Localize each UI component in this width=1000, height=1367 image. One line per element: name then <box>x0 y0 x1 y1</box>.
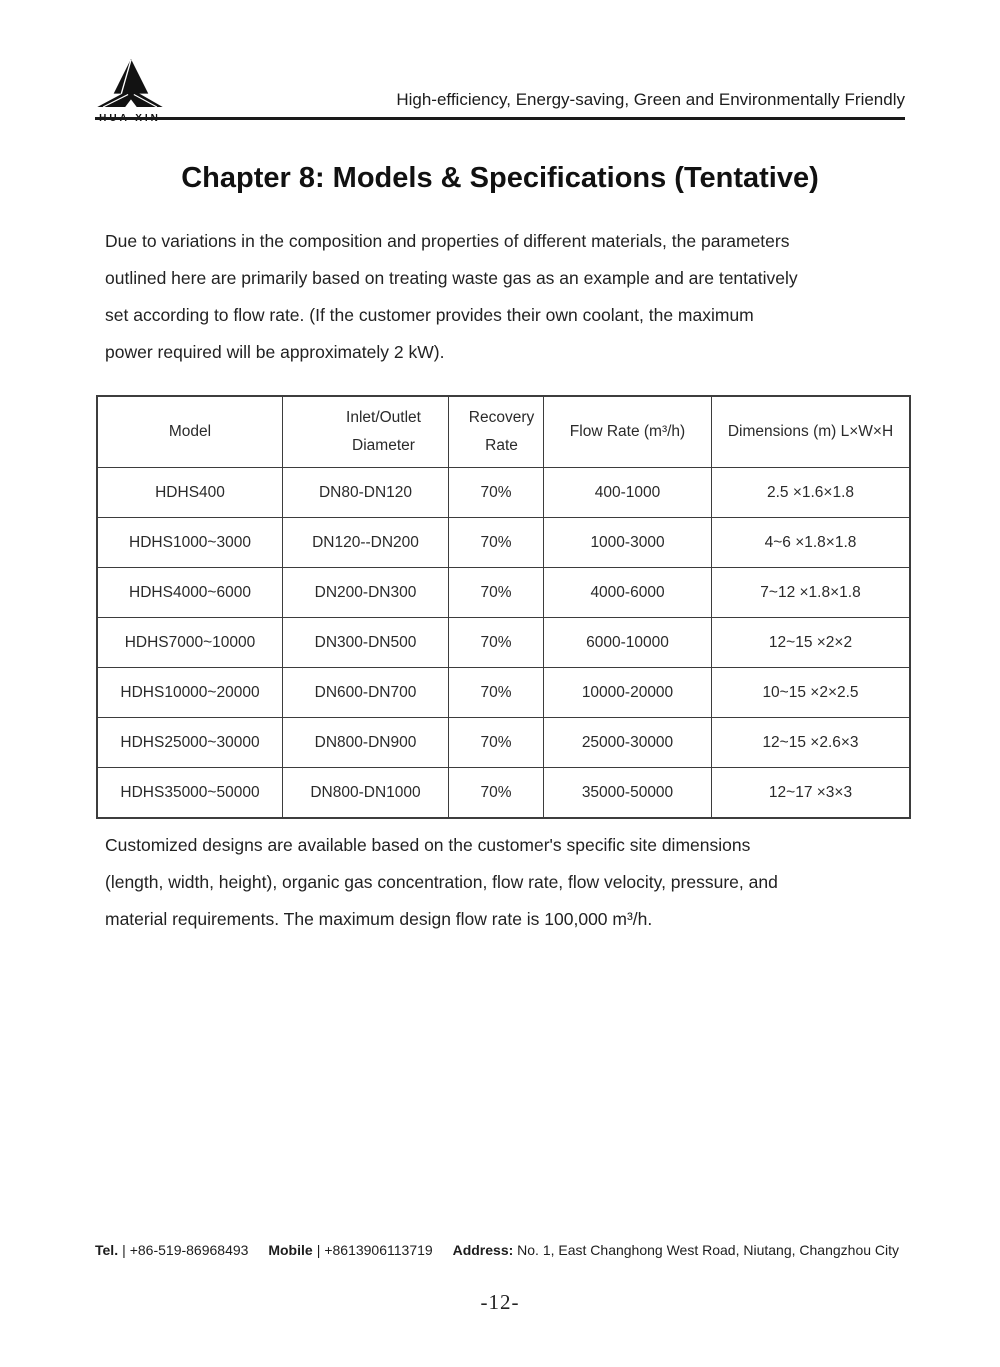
cell-diameter: DN80-DN120 <box>282 467 449 518</box>
mobile-value: +8613906113719 <box>324 1242 433 1258</box>
page-number: -12- <box>480 1290 520 1314</box>
cell-dimensions: 2.5 ×1.6×1.8 <box>711 467 911 518</box>
table-row: HDHS35000~50000 DN800-DN1000 70% 35000-5… <box>96 767 911 819</box>
cell-diameter: DN800-DN900 <box>282 717 449 768</box>
cell-model: HDHS25000~30000 <box>96 717 283 768</box>
table-row: HDHS400 DN80-DN120 70% 400-1000 2.5 ×1.6… <box>96 467 911 518</box>
paragraph-line: Due to variations in the composition and… <box>105 231 790 251</box>
cell-diameter: DN120--DN200 <box>282 517 449 568</box>
table-row: HDHS10000~20000 DN600-DN700 70% 10000-20… <box>96 667 911 718</box>
tel-value: +86-519-86968493 <box>129 1242 249 1258</box>
tel-label: Tel. <box>95 1242 119 1258</box>
cell-flow: 25000-30000 <box>543 717 712 768</box>
cell-diameter: DN300-DN500 <box>282 617 449 668</box>
paragraph-line: Customized designs are available based o… <box>105 835 751 855</box>
cell-dimensions: 4~6 ×1.8×1.8 <box>711 517 911 568</box>
cell-recovery: 70% <box>448 667 544 718</box>
address-label: Address: <box>452 1242 514 1258</box>
specifications-table: Model Inlet/Outlet Diameter Recovery Rat… <box>96 395 911 819</box>
cell-recovery: 70% <box>448 567 544 618</box>
cell-flow: 1000-3000 <box>543 517 712 568</box>
cell-dimensions: 12~15 ×2×2 <box>711 617 911 668</box>
paragraph-line: set according to flow rate. (If the cust… <box>105 305 754 325</box>
cell-recovery: 70% <box>448 517 544 568</box>
table-row: HDHS1000~3000 DN120--DN200 70% 1000-3000… <box>96 517 911 568</box>
cell-model: HDHS7000~10000 <box>96 617 283 668</box>
cell-flow: 400-1000 <box>543 467 712 518</box>
cell-diameter: DN600-DN700 <box>282 667 449 718</box>
header-line: Rate <box>485 437 518 454</box>
header-line: Recovery <box>468 409 535 426</box>
mountain-logo-icon <box>97 58 163 108</box>
mobile-label: Mobile <box>268 1242 313 1258</box>
address-value: No. 1, East Changhong West Road, Niutang… <box>517 1242 900 1258</box>
column-header-inlet-outlet-diameter: Inlet/Outlet Diameter <box>282 395 449 468</box>
column-header-recovery-rate: Recovery Rate <box>448 395 544 468</box>
table-row: HDHS4000~6000 DN200-DN300 70% 4000-6000 … <box>96 567 911 618</box>
company-logo: HUA XIN <box>94 58 166 124</box>
column-header-flow-rate: Flow Rate (m³/h) <box>543 395 712 468</box>
cell-dimensions: 7~12 ×1.8×1.8 <box>711 567 911 618</box>
cell-recovery: 70% <box>448 767 544 819</box>
table-header-row: Model Inlet/Outlet Diameter Recovery Rat… <box>96 395 911 468</box>
cell-model: HDHS1000~3000 <box>96 517 283 568</box>
cell-recovery: 70% <box>448 717 544 768</box>
table-row: HDHS7000~10000 DN300-DN500 70% 6000-1000… <box>96 617 911 668</box>
cell-recovery: 70% <box>448 467 544 518</box>
table-row: HDHS25000~30000 DN800-DN900 70% 25000-30… <box>96 717 911 768</box>
cell-flow: 35000-50000 <box>543 767 712 819</box>
separator: | <box>122 1242 126 1258</box>
cell-dimensions: 12~17 ×3×3 <box>711 767 911 819</box>
paragraph-line: power required will be approximately 2 k… <box>105 342 445 362</box>
header-line: Diameter <box>352 437 415 454</box>
header-tagline: High-efficiency, Energy-saving, Green an… <box>396 90 905 109</box>
cell-diameter: DN800-DN1000 <box>282 767 449 819</box>
paragraph-line: (length, width, height), organic gas con… <box>105 872 778 892</box>
cell-model: HDHS10000~20000 <box>96 667 283 718</box>
cell-model: HDHS400 <box>96 467 283 518</box>
cell-dimensions: 12~15 ×2.6×3 <box>711 717 911 768</box>
header-divider <box>95 117 905 120</box>
chapter-title: Chapter 8: Models & Specifications (Tent… <box>181 162 819 194</box>
paragraph-line: material requirements. The maximum desig… <box>105 909 653 929</box>
separator: | <box>316 1242 321 1258</box>
closing-paragraph: Customized designs are available based o… <box>105 827 935 938</box>
cell-dimensions: 10~15 ×2×2.5 <box>711 667 911 718</box>
cell-model: HDHS35000~50000 <box>96 767 283 819</box>
paragraph-line: outlined here are primarily based on tre… <box>105 268 798 288</box>
cell-recovery: 70% <box>448 617 544 668</box>
intro-paragraph: Due to variations in the composition and… <box>105 223 935 371</box>
column-header-model: Model <box>96 395 283 468</box>
footer-contact-line: Tel. | +86-519-86968493 Mobile | +8613906113… <box>95 1242 907 1258</box>
cell-flow: 4000-6000 <box>543 567 712 618</box>
cell-diameter: DN200-DN300 <box>282 567 449 618</box>
header-line: Inlet/Outlet <box>346 409 421 426</box>
cell-model: HDHS4000~6000 <box>96 567 283 618</box>
footer-address: Address: No. 1, East Changhong West Road… <box>453 1242 899 1258</box>
footer-mobile: Mobile | +8613906113719 <box>268 1242 432 1258</box>
cell-flow: 10000-20000 <box>543 667 712 718</box>
footer-tel: Tel. | +86-519-86968493 <box>95 1242 248 1258</box>
column-header-dimensions: Dimensions (m) L×W×H <box>711 395 911 468</box>
cell-flow: 6000-10000 <box>543 617 712 668</box>
